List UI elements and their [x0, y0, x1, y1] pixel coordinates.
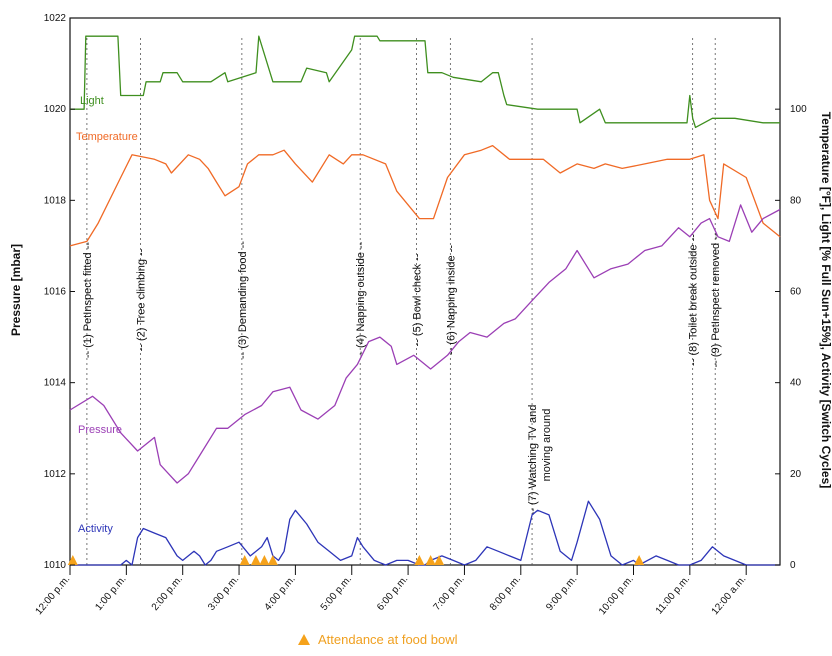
x-tick-label: 7:00 p.m. [432, 574, 467, 613]
event-label: -- (3) Demanding food -- [237, 241, 249, 359]
food-bowl-marker [267, 555, 278, 565]
x-tick-label: 3:00 p.m. [206, 574, 241, 613]
series-label-light: Light [80, 95, 104, 107]
series-lines [69, 35, 781, 566]
x-tick-label: 12:00 p.m. [33, 574, 72, 617]
series-line-light [70, 35, 780, 129]
y-left-tick-label: 1016 [44, 287, 67, 298]
series-labels: Light Temperature Pressure Activity [76, 95, 138, 535]
food-bowl-marker [250, 555, 261, 565]
y-left-tick-label: 1022 [44, 13, 67, 24]
legend-label: Attendance at food bowl [318, 632, 458, 647]
series-line-activity [70, 500, 780, 566]
y-left-tick-label: 1020 [44, 104, 67, 115]
y-left-tick-label: 1010 [44, 560, 67, 571]
x-tick-label: 2:00 p.m. [150, 574, 185, 613]
x-tick-label: 11:00 p.m. [654, 574, 692, 617]
x-tick-label: 6:00 p.m. [375, 574, 410, 613]
y-left-tick-label: 1018 [44, 195, 67, 206]
series-label-pressure: Pressure [78, 424, 122, 436]
food-bowl-markers [67, 555, 645, 565]
event-label-line2: moving around [541, 409, 553, 482]
x-tick-label: 9:00 p.m. [544, 574, 579, 613]
y-left-tick-label: 1014 [44, 378, 67, 389]
y-axis-right-label: Temperature [°F], Light [% Full Sun+15%]… [819, 112, 832, 489]
x-tick-label: 1:00 p.m. [93, 574, 128, 613]
triangle-icon [298, 634, 310, 645]
series-line-temperature [69, 144, 781, 247]
food-bowl-marker [434, 555, 445, 565]
event-label: -- (1) PetInspect fitted -- [82, 242, 94, 358]
series-label-temperature: Temperature [76, 131, 138, 143]
event-label: -- (2) Tree climbing -- [135, 248, 147, 351]
y-axis-left-label: Pressure [mbar] [9, 244, 23, 336]
y-right-tick-label: 60 [790, 287, 802, 298]
y-right-tick-label: 40 [790, 378, 802, 389]
food-bowl-marker [425, 555, 436, 565]
event-annotations: -- (1) PetInspect fitted -- -- (2) Tree c… [82, 38, 722, 565]
y-right-tick-label: 20 [790, 469, 802, 480]
x-tick-label: 8:00 p.m. [488, 574, 523, 613]
event-label: -- (6) Napping inside -- [445, 245, 457, 355]
food-bowl-marker [67, 555, 78, 565]
event-label: -- (4) Napping outside -- [355, 241, 367, 358]
x-tick-label: 5:00 p.m. [319, 574, 354, 613]
food-bowl-marker [414, 555, 425, 565]
x-tick-label: 12:00 a.m. [710, 574, 749, 617]
series-label-activity: Activity [78, 523, 113, 535]
food-bowl-marker [634, 555, 645, 565]
legend: Attendance at food bowl [298, 632, 458, 647]
y-right-tick-label: 100 [790, 104, 807, 115]
x-tick-label: 4:00 p.m. [262, 574, 297, 613]
food-bowl-marker [259, 555, 270, 565]
y-right-tick-label: 0 [790, 560, 796, 571]
event-label: -- (7) Watching TV and [527, 405, 539, 516]
event-label: -- (8) Toilet break outside -- [688, 234, 700, 366]
y-left-tick-label: 1012 [44, 469, 67, 480]
y-right-tick-label: 80 [790, 195, 802, 206]
event-label: -- (5) Bowl check -- [412, 253, 424, 346]
event-label: -- (9) PetInspect removed -- [710, 232, 722, 367]
series-line-pressure [69, 204, 781, 484]
x-tick-label: 10:00 p.m. [597, 574, 636, 617]
food-bowl-marker [239, 555, 250, 565]
